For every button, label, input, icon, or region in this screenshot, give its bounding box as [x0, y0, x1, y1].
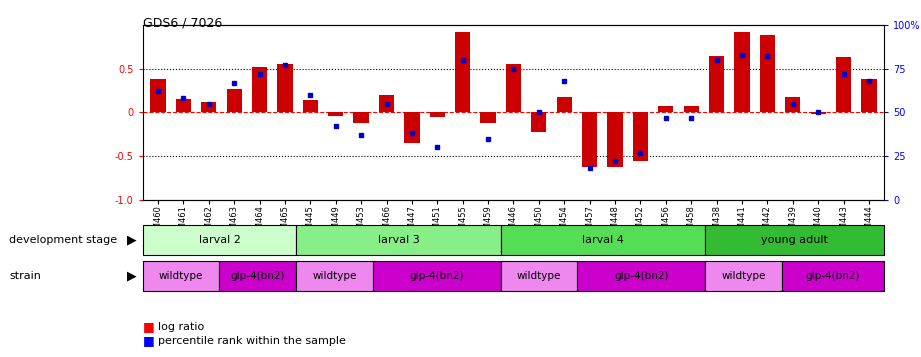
Bar	[608, 112, 623, 167]
Bar	[582, 112, 597, 167]
Text: wildtype: wildtype	[517, 271, 561, 281]
Text: glp-4(bn2): glp-4(bn2)	[806, 271, 860, 281]
Bar	[297, 225, 501, 255]
Bar	[734, 32, 750, 112]
Text: wildtype: wildtype	[721, 271, 765, 281]
Bar	[705, 225, 884, 255]
Bar	[303, 100, 318, 112]
Bar	[297, 261, 373, 291]
Bar	[354, 112, 368, 123]
Text: strain: strain	[9, 271, 41, 281]
Bar	[836, 57, 851, 112]
Bar	[373, 261, 501, 291]
Text: ■: ■	[143, 320, 155, 333]
Bar	[201, 102, 216, 112]
Bar	[760, 35, 775, 112]
Text: glp-4(bn2): glp-4(bn2)	[410, 271, 464, 281]
Bar	[531, 112, 546, 132]
Bar	[556, 97, 572, 112]
Text: development stage: development stage	[9, 235, 117, 245]
Text: wildtype: wildtype	[312, 271, 356, 281]
Bar	[328, 112, 344, 116]
Text: larval 2: larval 2	[199, 235, 240, 245]
Bar	[810, 112, 826, 114]
Bar	[379, 95, 394, 112]
Text: young adult: young adult	[762, 235, 828, 245]
Bar	[455, 32, 471, 112]
Bar	[219, 261, 297, 291]
Bar	[143, 225, 297, 255]
Bar	[176, 99, 191, 112]
Bar	[659, 106, 673, 112]
Bar	[506, 64, 521, 112]
Bar	[143, 261, 219, 291]
Bar	[481, 112, 495, 123]
Bar	[501, 225, 705, 255]
Bar	[252, 67, 267, 112]
Text: larval 3: larval 3	[378, 235, 419, 245]
Bar	[277, 64, 293, 112]
Bar	[404, 112, 419, 143]
Bar	[227, 89, 242, 112]
Text: wildtype: wildtype	[159, 271, 204, 281]
Bar	[861, 79, 877, 112]
Bar	[782, 261, 884, 291]
Bar	[683, 106, 699, 112]
Text: larval 4: larval 4	[582, 235, 624, 245]
Bar	[785, 97, 800, 112]
Text: ■: ■	[143, 335, 155, 347]
Bar	[501, 261, 577, 291]
Bar	[705, 261, 782, 291]
Bar	[633, 112, 648, 161]
Text: percentile rank within the sample: percentile rank within the sample	[158, 336, 346, 346]
Text: glp-4(bn2): glp-4(bn2)	[614, 271, 669, 281]
Bar	[577, 261, 705, 291]
Text: glp-4(bn2): glp-4(bn2)	[230, 271, 286, 281]
Bar	[709, 56, 724, 112]
Text: log ratio: log ratio	[158, 322, 204, 332]
Text: ▶: ▶	[127, 233, 136, 246]
Text: GDS6 / 7026: GDS6 / 7026	[143, 16, 222, 29]
Bar	[150, 79, 166, 112]
Bar	[430, 112, 445, 117]
Text: ▶: ▶	[127, 269, 136, 282]
